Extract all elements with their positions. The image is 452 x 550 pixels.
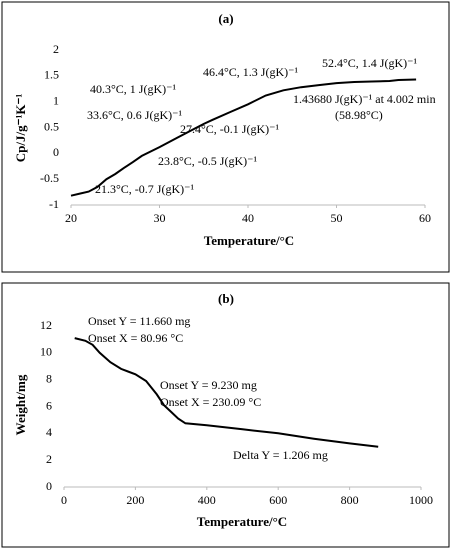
annotation: 27.4°C, -0.1 J(gK)⁻¹ [180,122,279,136]
annotation: 46.4°C, 1.3 J(gK)⁻¹ [203,65,298,79]
annotation: 23.8°C, -0.5 J(gK)⁻¹ [158,154,257,168]
y-tick-label: 4 [46,425,52,439]
annotation: Onset X = 80.96 °C [88,331,183,345]
x-tick-label: 40 [242,211,254,225]
y-tick-label: 0 [53,145,59,159]
y-tick-label: 2 [53,42,59,56]
y-tick-label: 12 [40,318,52,332]
annotation: 52.4°C, 1.4 J(gK)⁻¹ [322,56,417,70]
annotation: (58.98°C) [335,108,383,122]
data-line [74,337,379,448]
annotation: 1.43680 J(gK)⁻¹ at 4.002 min [293,92,436,106]
y-tick-label: 8 [46,371,52,385]
y-axis-label: Cp/J/g⁻¹K⁻¹ [13,94,28,163]
y-tick-label: -1 [49,197,59,211]
y-tick-label: 10 [40,345,52,359]
x-axis-label: Temperature/°C [204,233,294,248]
x-tick-label: 50 [331,211,343,225]
x-axis-label: Temperature/°C [197,514,287,529]
panel-border [1,1,450,273]
x-tick-label: 400 [198,493,216,507]
annotation: Onset Y = 11.660 mg [88,314,190,328]
data-line [70,78,417,197]
x-tick-label: 600 [269,493,287,507]
chart-title: (a) [218,11,233,26]
y-tick-label: -0.5 [40,171,59,185]
x-tick-label: 60 [419,211,431,225]
x-tick-label: 20 [65,211,77,225]
y-axis-label: Weight/mg [13,374,28,435]
annotation: 40.3°C, 1 J(gK)⁻¹ [90,82,176,96]
y-tick-label: 1.5 [44,68,59,82]
x-tick-label: 1000 [409,493,433,507]
y-tick-label: 2 [46,452,52,466]
annotation: 21.3°C, -0.7 J(gK)⁻¹ [95,182,194,196]
x-tick-label: 30 [154,211,166,225]
y-tick-label: 6 [46,398,52,412]
x-tick-label: 200 [126,493,144,507]
annotation: Delta Y = 1.206 mg [233,448,328,462]
y-tick-label: 0 [46,479,52,493]
x-tick-label: 0 [61,493,67,507]
y-tick-label: 0.5 [44,119,59,133]
x-tick-label: 800 [341,493,359,507]
panel-border [1,282,450,548]
annotation: Onset X = 230.09 °C [160,395,261,409]
y-tick-label: 1 [53,93,59,107]
annotation: 33.6°C, 0.6 J(gK)⁻¹ [87,108,182,122]
chart-title: (b) [218,291,234,306]
annotation: Onset Y = 9.230 mg [160,378,257,392]
